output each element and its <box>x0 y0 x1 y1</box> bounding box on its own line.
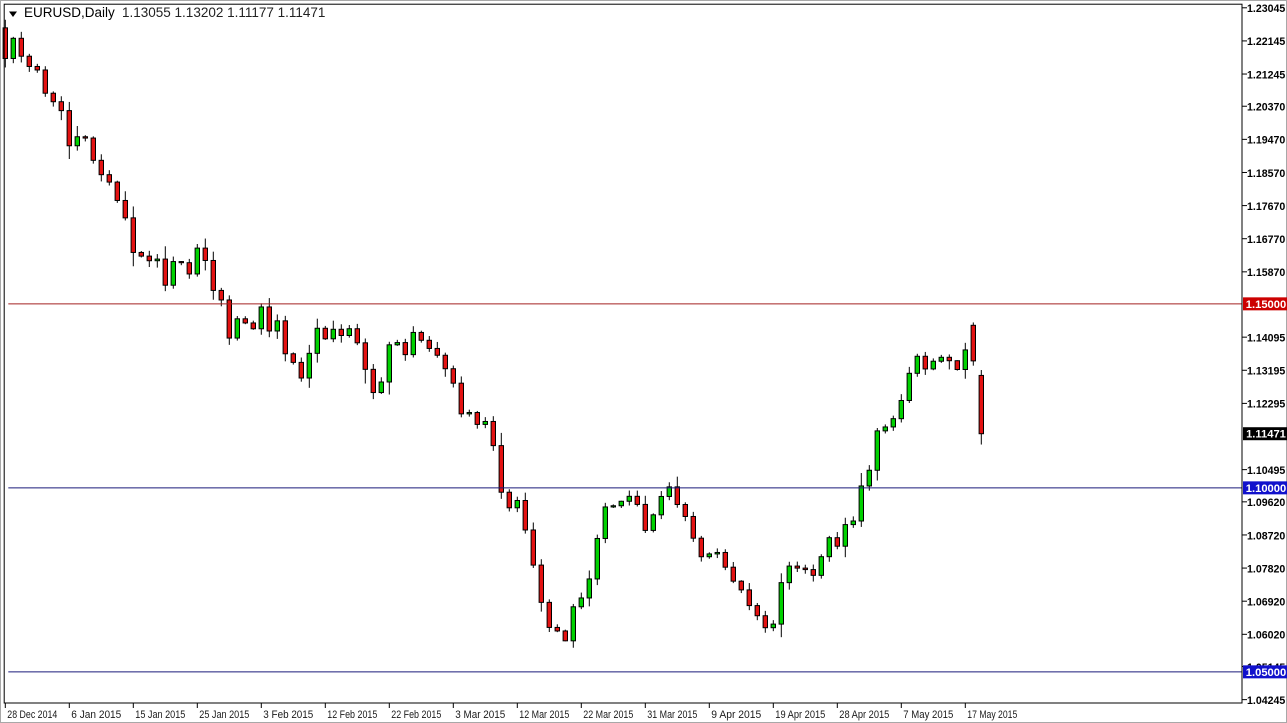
svg-text:1.18570: 1.18570 <box>1247 168 1285 180</box>
svg-text:9 Apr 2015: 9 Apr 2015 <box>711 709 761 721</box>
svg-text:1.17670: 1.17670 <box>1247 201 1285 213</box>
svg-text:1.14095: 1.14095 <box>1247 332 1285 344</box>
svg-text:22 Mar 2015: 22 Mar 2015 <box>583 709 633 721</box>
svg-text:15 Jan 2015: 15 Jan 2015 <box>135 709 185 721</box>
svg-text:17 May 2015: 17 May 2015 <box>967 709 1017 721</box>
svg-text:1.20370: 1.20370 <box>1247 102 1285 114</box>
svg-text:1.22145: 1.22145 <box>1247 36 1285 48</box>
svg-text:1.10000: 1.10000 <box>1246 483 1286 495</box>
svg-text:28 Apr 2015: 28 Apr 2015 <box>839 709 889 721</box>
svg-text:7 May 2015: 7 May 2015 <box>903 709 953 721</box>
svg-text:1.06920: 1.06920 <box>1247 596 1285 608</box>
svg-text:3 Mar 2015: 3 Mar 2015 <box>455 709 505 721</box>
svg-text:1.04245: 1.04245 <box>1247 695 1285 707</box>
svg-text:1.07820: 1.07820 <box>1247 563 1285 575</box>
svg-text:1.09620: 1.09620 <box>1247 497 1285 509</box>
svg-text:1.12295: 1.12295 <box>1247 399 1285 411</box>
svg-text:1.21245: 1.21245 <box>1247 69 1285 81</box>
svg-text:22 Feb 2015: 22 Feb 2015 <box>391 709 441 721</box>
svg-text:12 Feb 2015: 12 Feb 2015 <box>327 709 377 721</box>
svg-text:1.11471: 1.11471 <box>1246 429 1286 441</box>
svg-text:1.15000: 1.15000 <box>1246 299 1286 311</box>
svg-text:31 Mar 2015: 31 Mar 2015 <box>647 709 697 721</box>
svg-text:1.19470: 1.19470 <box>1247 135 1285 147</box>
svg-text:EURUSD,Daily: EURUSD,Daily <box>24 5 115 20</box>
svg-text:6 Jan 2015: 6 Jan 2015 <box>71 709 121 721</box>
svg-text:1.08720: 1.08720 <box>1247 530 1285 542</box>
svg-text:1.06020: 1.06020 <box>1247 630 1285 642</box>
svg-text:3 Feb 2015: 3 Feb 2015 <box>263 709 313 721</box>
svg-text:1.10495: 1.10495 <box>1247 465 1285 477</box>
svg-text:25 Jan 2015: 25 Jan 2015 <box>199 709 249 721</box>
svg-text:19 Apr 2015: 19 Apr 2015 <box>775 709 825 721</box>
svg-text:1.16770: 1.16770 <box>1247 234 1285 246</box>
svg-text:1.13055 1.13202 1.11177 1.1147: 1.13055 1.13202 1.11177 1.11471 <box>122 5 325 20</box>
svg-text:28 Dec 2014: 28 Dec 2014 <box>7 709 57 721</box>
svg-text:1.13195: 1.13195 <box>1247 366 1285 378</box>
svg-text:1.05000: 1.05000 <box>1246 667 1286 679</box>
svg-text:1.23045: 1.23045 <box>1247 3 1285 15</box>
svg-text:1.15870: 1.15870 <box>1247 267 1285 279</box>
svg-text:12 Mar 2015: 12 Mar 2015 <box>519 709 569 721</box>
